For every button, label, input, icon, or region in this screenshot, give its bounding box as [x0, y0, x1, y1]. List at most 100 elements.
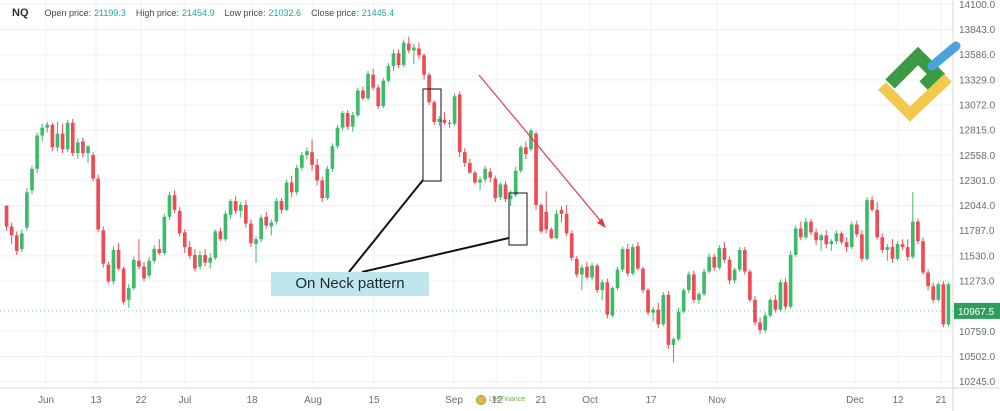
y-tick-label: 11530.0	[959, 251, 995, 262]
candle-body	[824, 235, 829, 245]
candle-body	[274, 201, 279, 222]
candle-body	[147, 260, 151, 276]
candle-body	[498, 184, 503, 198]
candle	[182, 229, 187, 253]
candle-body	[692, 274, 696, 300]
candle-body	[707, 256, 711, 272]
candle	[422, 53, 426, 80]
last-price-value: 10967.5	[958, 307, 995, 318]
candle	[131, 256, 136, 291]
candle	[595, 263, 599, 294]
candle	[345, 110, 350, 130]
candle	[931, 282, 936, 303]
candle	[101, 226, 106, 268]
watermark-text: LiteFinance	[489, 396, 526, 403]
y-tick-label: 10245.0	[959, 377, 996, 388]
candle	[829, 239, 834, 251]
candle-body	[396, 53, 401, 66]
pointer-line-1	[348, 179, 424, 273]
candle	[936, 282, 941, 302]
candle-body	[931, 286, 936, 300]
candle	[590, 262, 594, 281]
candle	[106, 261, 111, 284]
candle-body	[142, 266, 146, 279]
candle-body	[534, 133, 538, 205]
candle-body	[294, 167, 299, 193]
candle	[712, 253, 717, 271]
candle	[580, 264, 584, 291]
candle	[300, 152, 304, 171]
candle-body	[844, 242, 849, 248]
candle	[462, 148, 467, 167]
candle-body	[386, 66, 391, 81]
candle-body	[742, 249, 747, 272]
candle	[605, 278, 610, 319]
candle	[793, 225, 798, 257]
candle	[249, 219, 253, 248]
candle	[254, 236, 258, 263]
candle	[839, 231, 844, 245]
candle-body	[880, 237, 885, 250]
candle	[686, 271, 691, 294]
x-tick-label: 17	[645, 395, 657, 406]
low-price-label: Low price:	[224, 8, 266, 18]
candle-body	[50, 124, 55, 148]
x-tick-label: 13	[90, 395, 102, 406]
open-price-label: Open price:	[44, 8, 92, 18]
candle	[447, 119, 452, 128]
x-tick-label: 21	[535, 395, 547, 406]
candle-body	[162, 216, 167, 253]
close-price-label: Close price:	[311, 8, 359, 18]
candle-body	[513, 170, 518, 196]
candle-body	[111, 249, 116, 282]
candle-body	[875, 209, 880, 238]
x-tick-label: 21	[935, 395, 947, 406]
candle-body	[508, 195, 513, 200]
close-price-value: 21445.4	[361, 8, 395, 18]
candle	[737, 247, 742, 272]
last-price-tag	[954, 302, 1000, 319]
candle	[437, 115, 442, 126]
candle-body	[437, 118, 442, 122]
candle-body	[625, 249, 630, 274]
x-tick-label: Nov	[708, 395, 726, 406]
candle-body	[758, 322, 762, 331]
candle-body	[656, 309, 661, 325]
candle	[320, 176, 325, 203]
candle-body	[131, 259, 136, 289]
candle-body	[9, 226, 14, 236]
candle	[885, 244, 890, 261]
pattern-box-1	[422, 88, 442, 182]
candle	[473, 170, 477, 185]
candle	[692, 270, 696, 303]
candle	[656, 302, 661, 329]
candle-body	[702, 271, 706, 295]
candle-body	[590, 265, 594, 278]
candle	[697, 292, 701, 304]
candle-body	[727, 259, 732, 281]
candle-body	[493, 178, 498, 199]
candle-body	[126, 288, 131, 300]
candle-body	[452, 96, 457, 124]
candle-body	[320, 180, 325, 199]
candle	[289, 175, 294, 198]
candle	[824, 230, 829, 249]
candle	[30, 165, 34, 195]
candle-body	[559, 209, 564, 214]
candle	[366, 70, 370, 101]
candles-group	[4, 36, 951, 363]
candle	[4, 205, 9, 231]
candle	[162, 213, 167, 255]
candle-body	[737, 249, 742, 270]
candle	[91, 152, 95, 182]
candle-body	[580, 267, 584, 275]
candle	[671, 337, 676, 363]
candle-body	[70, 122, 75, 154]
candle	[356, 87, 360, 117]
candle	[513, 166, 518, 198]
high-price-value: 21454.9	[181, 8, 215, 18]
candle	[742, 247, 747, 275]
candle-body	[203, 254, 207, 263]
